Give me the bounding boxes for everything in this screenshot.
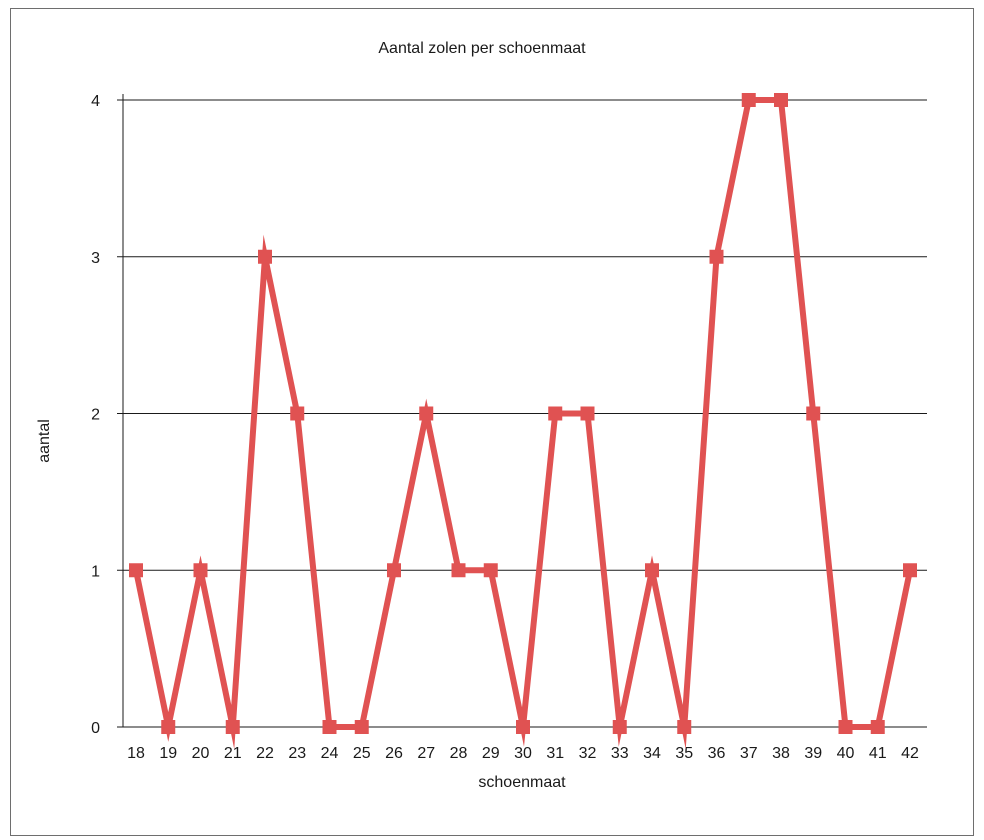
data-point-marker xyxy=(419,406,434,421)
x-axis-label: schoenmaat xyxy=(478,774,566,791)
x-tick-label: 19 xyxy=(159,745,177,762)
x-tick-label: 21 xyxy=(224,745,242,762)
data-point-marker xyxy=(709,249,724,264)
x-tick-label: 35 xyxy=(675,745,693,762)
x-tick-label: 34 xyxy=(643,745,661,762)
x-tick-label: 38 xyxy=(772,745,790,762)
x-tick-label: 29 xyxy=(482,745,500,762)
data-point-marker xyxy=(806,406,821,421)
x-tick-labels: 18 19 20 21 22 23 24 25 26 27 28 29 30 31 32 33 34 35 36 37… xyxy=(127,745,919,762)
x-tick-label: 27 xyxy=(417,745,435,762)
x-tick-label: 33 xyxy=(611,745,629,762)
data-point-marker xyxy=(548,406,563,421)
x-tick-label: 24 xyxy=(321,745,339,762)
x-tick-label: 42 xyxy=(901,745,919,762)
y-axis-label: aantal xyxy=(36,419,53,463)
x-tick-label: 26 xyxy=(385,745,403,762)
series-layer xyxy=(129,93,917,750)
x-tick-label: 41 xyxy=(869,745,887,762)
x-tick-label: 30 xyxy=(514,745,532,762)
data-point-marker xyxy=(387,563,401,578)
x-tick-label: 31 xyxy=(546,745,564,762)
data-point-marker xyxy=(580,406,595,421)
x-tick-label: 32 xyxy=(579,745,597,762)
data-point-marker xyxy=(193,563,208,578)
y-tick-label: 4 xyxy=(91,93,100,110)
data-point-marker xyxy=(903,563,917,578)
data-point-marker xyxy=(161,720,176,734)
data-point-marker xyxy=(774,93,788,107)
data-point-marker xyxy=(483,563,498,578)
x-tick-label: 36 xyxy=(708,745,726,762)
x-tick-label: 18 xyxy=(127,745,145,762)
y-tick-labels: 0 1 2 3 4 xyxy=(91,93,100,737)
x-tick-label: 28 xyxy=(450,745,468,762)
x-tick-label: 25 xyxy=(353,745,371,762)
data-point-marker xyxy=(354,720,369,734)
data-point-marker xyxy=(870,720,885,734)
data-point-marker xyxy=(838,720,853,734)
x-tick-label: 40 xyxy=(837,745,855,762)
x-tick-label: 23 xyxy=(288,745,306,762)
data-point-marker xyxy=(322,720,337,734)
x-tick-label: 20 xyxy=(192,745,210,762)
data-point-marker xyxy=(451,563,466,578)
x-tick-label: 22 xyxy=(256,745,274,762)
x-tick-label: 37 xyxy=(740,745,758,762)
data-point-marker xyxy=(677,720,692,734)
data-point-marker xyxy=(290,406,305,421)
data-point-marker xyxy=(741,93,756,107)
y-tick-label: 2 xyxy=(91,407,100,424)
data-point-marker xyxy=(612,720,627,734)
y-tick-label: 1 xyxy=(91,563,100,580)
chart-title: Aantal zolen per schoenmaat xyxy=(378,40,586,57)
data-point-marker xyxy=(225,720,240,734)
data-point-marker xyxy=(516,720,530,734)
data-point-marker xyxy=(258,249,272,264)
data-point-marker xyxy=(129,563,143,578)
data-point-marker xyxy=(645,563,659,578)
y-tick-label: 3 xyxy=(91,250,100,267)
x-tick-label: 39 xyxy=(804,745,822,762)
y-tick-label: 0 xyxy=(91,720,100,737)
